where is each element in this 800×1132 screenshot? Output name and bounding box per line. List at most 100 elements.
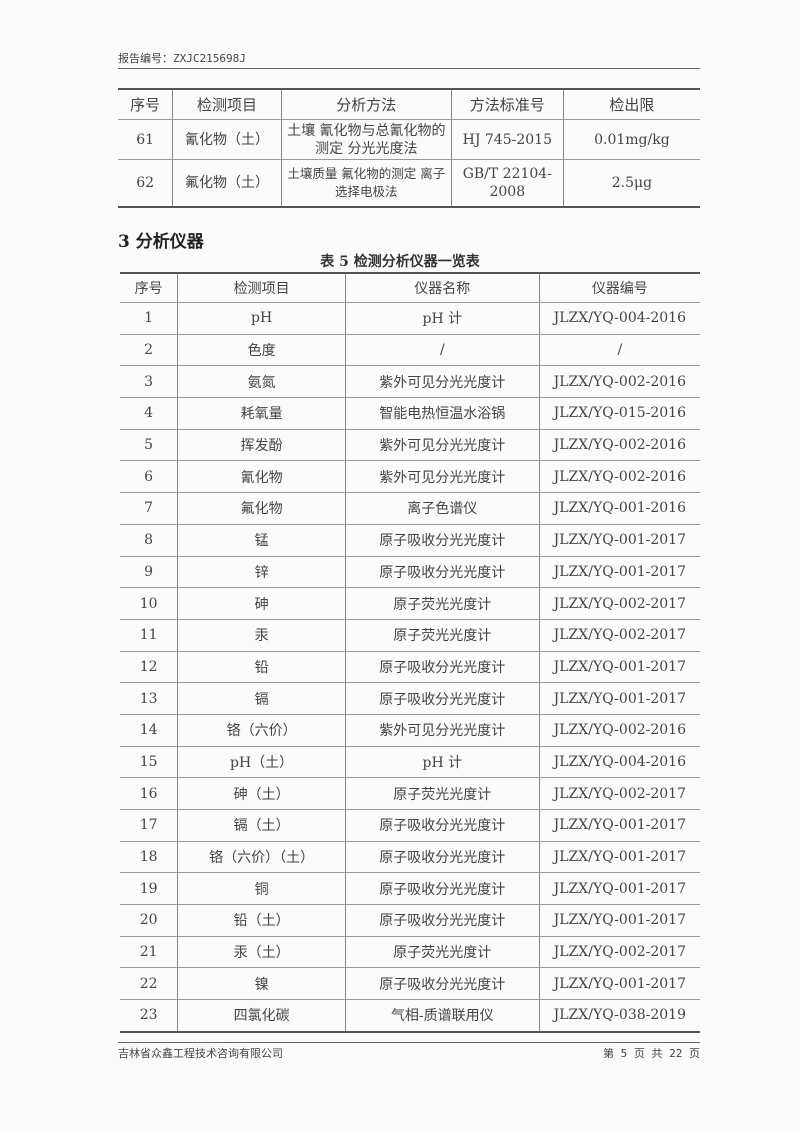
column-header: 仪器名称 — [344, 273, 540, 303]
table-cell: 镉（土） — [177, 809, 346, 842]
table-cell: 10 — [120, 587, 178, 620]
table-cell: / — [344, 334, 540, 367]
table-cell: JLZX/YQ-002-2017 — [538, 619, 700, 652]
table-cell: 原子吸收分光光度计 — [344, 967, 540, 1001]
column-header: 序号 — [118, 89, 173, 120]
table-cell: 21 — [120, 936, 178, 969]
table-cell: JLZX/YQ-015-2016 — [538, 397, 700, 430]
table-cell: JLZX/YQ-002-2017 — [538, 777, 700, 810]
table-row: 15 pH（土） pH 计 JLZX/YQ-004-2016 — [120, 746, 700, 779]
header-rule — [118, 68, 700, 69]
table-cell: JLZX/YQ-004-2016 — [538, 302, 700, 335]
table-cell: 0.01mg/kg — [562, 119, 700, 160]
table-cell: 汞 — [177, 619, 346, 652]
table-cell: pH 计 — [344, 746, 540, 779]
table-row: 10 砷原子荧光光度计 JLZX/YQ-002-2017 — [120, 587, 700, 620]
table-cell: 2 — [120, 334, 178, 367]
table-cell: 原子吸收分光光度计 — [344, 556, 540, 589]
table-cell: JLZX/YQ-001-2016 — [538, 492, 700, 525]
table-cell: 2.5μg — [562, 159, 700, 208]
table-cell: 四氯化碳 — [177, 999, 346, 1033]
table-cell: JLZX/YQ-002-2016 — [538, 714, 700, 747]
table-cell: 4 — [120, 397, 178, 430]
table-cell: JLZX/YQ-002-2016 — [538, 460, 700, 494]
table-cell: 挥发酚 — [177, 429, 346, 462]
table-row: 7 氟化物 离子色谱仪 JLZX/YQ-001-2016 — [120, 492, 700, 525]
method-table: 序号 检测项目 分析方法 方法标准号 检出限 61 氰化物（土） 土壤 氰化物与总氰化物的测… — [118, 88, 700, 208]
table-cell: 紫外可见分光光度计 — [344, 429, 540, 462]
table-row: 61 氰化物（土） 土壤 氰化物与总氰化物的测定 分光光度法 HJ 745-2015 0… — [118, 119, 700, 160]
table-row: 62 氟化物（土） 土壤质量 氟化物的测定 离子选择电极法 GB/T 22104-20… — [118, 159, 700, 208]
table-cell: 19 — [120, 872, 178, 906]
column-header: 序号 — [120, 273, 178, 303]
column-header: 检测项目 — [177, 273, 346, 303]
table-row: 9 锌原子吸收分光光度计 JLZX/YQ-001-2017 — [120, 556, 700, 589]
column-header: 方法标准号 — [450, 89, 564, 120]
section-title: 3 分析仪器 — [118, 232, 204, 252]
table-row: 5 挥发酚 紫外可见分光光度计 JLZX/YQ-002-2016 — [120, 429, 700, 462]
table-row: 18 铬（六价）（土） 原子吸收分光光度计 JLZX/YQ-001-2017 — [120, 841, 700, 874]
table-cell: JLZX/YQ-001-2017 — [538, 841, 700, 874]
table-cell: 11 — [120, 619, 178, 652]
table-cell: JLZX/YQ-002-2016 — [538, 365, 700, 399]
table-cell: 16 — [120, 777, 178, 810]
table-row: 8 锰原子吸收分光光度计 JLZX/YQ-001-2017 — [120, 524, 700, 557]
table-cell: 紫外可见分光光度计 — [344, 365, 540, 399]
table-row: 4 耗氧量 智能电热恒温水浴锅 JLZX/YQ-015-2016 — [120, 397, 700, 430]
table-row: 11 汞原子荧光光度计 JLZX/YQ-002-2017 — [120, 619, 700, 652]
footer-company: 吉林省众鑫工程技术咨询有限公司 — [118, 1047, 283, 1060]
column-header: 检出限 — [562, 89, 700, 120]
column-header: 检测项目 — [172, 89, 282, 120]
table-cell: 9 — [120, 556, 178, 589]
report-number: 报告编号：ZXJC215698J — [118, 52, 246, 65]
table-cell: 22 — [120, 967, 178, 1001]
table-cell: 镍 — [177, 967, 346, 1001]
table-cell: 12 — [120, 651, 178, 684]
table-cell: 原子吸收分光光度计 — [344, 682, 540, 715]
table-cell: 原子吸收分光光度计 — [344, 841, 540, 874]
table-row: 6 氰化物 紫外可见分光光度计 JLZX/YQ-002-2016 — [120, 460, 700, 494]
table-cell: JLZX/YQ-001-2017 — [538, 809, 700, 842]
table-cell: 镉 — [177, 682, 346, 715]
table-cell: 土壤质量 氟化物的测定 离子选择电极法 — [280, 159, 452, 208]
table-cell: 汞（土） — [177, 936, 346, 969]
table-cell: 原子荧光光度计 — [344, 936, 540, 969]
table-cell: pH — [177, 302, 346, 335]
table-cell: 氨氮 — [177, 365, 346, 399]
table-cell: 铅 — [177, 651, 346, 684]
column-header: 分析方法 — [280, 89, 452, 120]
table-cell: 13 — [120, 682, 178, 715]
table-cell: 氟化物 — [177, 492, 346, 525]
table-cell: 3 — [120, 365, 178, 399]
table-cell: 7 — [120, 492, 178, 525]
table-cell: JLZX/YQ-001-2017 — [538, 904, 700, 937]
table-cell: JLZX/YQ-001-2017 — [538, 967, 700, 1001]
table-cell: 铜 — [177, 872, 346, 906]
table-cell: JLZX/YQ-001-2017 — [538, 682, 700, 715]
column-header: 仪器编号 — [538, 273, 700, 303]
table-cell: 智能电热恒温水浴锅 — [344, 397, 540, 430]
table-cell: 20 — [120, 904, 178, 937]
instrument-table: 序号 检测项目 仪器名称 仪器编号 1 pH pH 计 JLZX/YQ-004-2016 2 色… — [120, 272, 700, 1033]
table-cell: 气相-质谱联用仪 — [344, 999, 540, 1033]
table-cell: JLZX/YQ-004-2016 — [538, 746, 700, 779]
table-cell: 62 — [118, 159, 173, 208]
table-cell: JLZX/YQ-002-2016 — [538, 429, 700, 462]
table-cell: pH（土） — [177, 746, 346, 779]
table-cell: 17 — [120, 809, 178, 842]
table-cell: JLZX/YQ-002-2017 — [538, 587, 700, 620]
footer-page-number: 第 5 页 共 22 页 — [603, 1047, 700, 1060]
table-cell: 18 — [120, 841, 178, 874]
table-cell: JLZX/YQ-001-2017 — [538, 872, 700, 906]
table-cell: 色度 — [177, 334, 346, 367]
table-cell: 氰化物 — [177, 460, 346, 494]
table-row: 14 铬（六价） 紫外可见分光光度计 JLZX/YQ-002-2016 — [120, 714, 700, 747]
table-cell: 原子吸收分光光度计 — [344, 904, 540, 937]
table-cell: 土壤 氰化物与总氰化物的测定 分光光度法 — [280, 119, 452, 160]
table-row: 3 氨氮 紫外可见分光光度计 JLZX/YQ-002-2016 — [120, 365, 700, 399]
table-cell: 23 — [120, 999, 178, 1033]
table-caption: 表 5 检测分析仪器一览表 — [320, 254, 480, 270]
table-cell: 铬（六价） — [177, 714, 346, 747]
table-cell: 氰化物（土） — [172, 119, 282, 160]
footer-rule — [118, 1042, 700, 1043]
